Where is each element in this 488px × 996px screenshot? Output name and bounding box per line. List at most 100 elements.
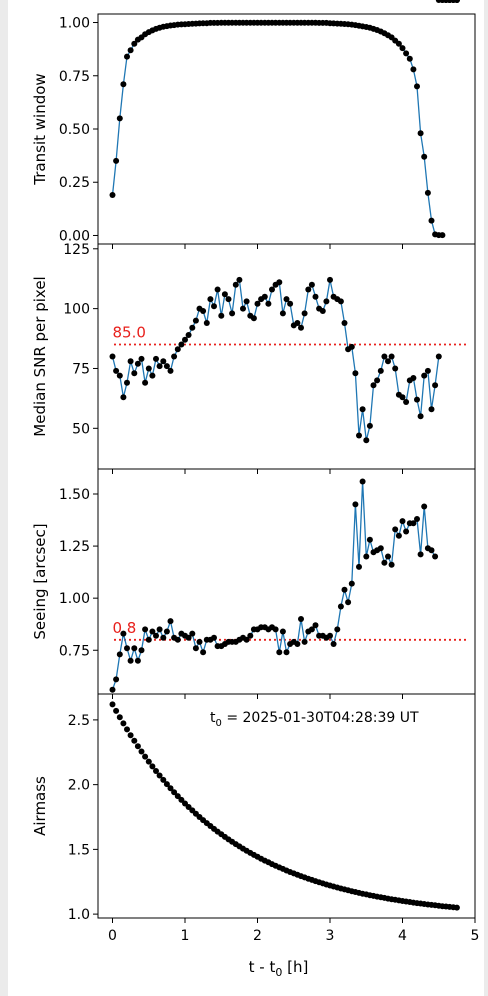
data-point: [330, 641, 337, 647]
data-point: [109, 192, 116, 198]
data-point: [366, 536, 373, 543]
data-point: [189, 630, 196, 637]
y-tick-label: 125: [63, 242, 90, 258]
data-point: [341, 586, 348, 593]
data-point: [403, 50, 410, 57]
data-point: [142, 626, 149, 633]
data-point: [279, 628, 286, 635]
data-point: [414, 396, 420, 403]
y-tick-label: 2.5: [68, 713, 90, 729]
y-axis-label: Median SNR per pixel: [31, 276, 49, 436]
data-point: [432, 382, 439, 389]
data-point: [145, 365, 152, 372]
data-point: [243, 298, 250, 305]
data-point: [356, 432, 362, 439]
data-point: [131, 645, 138, 652]
y-tick-label: 100: [63, 302, 90, 318]
data-point: [352, 370, 359, 377]
data-point: [348, 580, 355, 587]
data-point: [417, 551, 424, 558]
data-point: [171, 353, 178, 360]
x-tick-label: 4: [398, 928, 407, 944]
data-point: [236, 276, 243, 283]
data-point: [134, 657, 141, 664]
data-point: [211, 634, 217, 641]
data-point: [240, 305, 246, 312]
data-point: [225, 296, 232, 303]
data-point: [417, 413, 424, 420]
data-point: [192, 317, 199, 324]
y-axis-label: Transit window: [31, 73, 49, 185]
data-point: [298, 616, 304, 622]
data-point: [153, 632, 159, 639]
y-axis-label: Seeing [arcsec]: [31, 523, 49, 639]
data-point: [272, 626, 279, 633]
y-tick-label: 1.25: [59, 539, 90, 555]
threshold-label: 0.8: [113, 619, 137, 637]
data-point: [392, 526, 399, 533]
data-point: [428, 217, 435, 224]
data-point: [174, 793, 181, 800]
y-tick-label: 0.75: [59, 69, 90, 85]
x-tick-label: 1: [181, 928, 190, 944]
x-tick-label: 5: [471, 928, 480, 944]
data-point: [435, 353, 442, 360]
data-point: [127, 47, 134, 54]
data-point: [359, 478, 366, 485]
data-point: [414, 83, 420, 90]
data-point: [185, 332, 192, 338]
x-axis-label: t - t0 [h]: [249, 958, 309, 979]
data-point: [134, 743, 141, 750]
data-point: [269, 286, 275, 293]
data-point: [279, 310, 286, 317]
data-point: [203, 320, 210, 326]
data-point: [417, 130, 424, 137]
data-point: [370, 382, 377, 389]
figure: 0.00 0.25 0.50 0.75 1.00 Transit window 50 75 10…: [8, 0, 484, 996]
data-point: [403, 399, 410, 405]
data-point: [399, 45, 406, 52]
data-point: [120, 720, 127, 727]
data-point: [410, 520, 417, 527]
data-point: [341, 320, 348, 326]
data-point: [182, 336, 188, 343]
data-point: [174, 346, 181, 353]
data-point: [261, 293, 268, 300]
data-point: [156, 772, 163, 779]
data-point: [421, 372, 428, 379]
data-point: [127, 358, 134, 365]
data-point: [178, 341, 185, 348]
data-point: [312, 293, 319, 300]
data-point: [374, 377, 381, 384]
data-point: [421, 153, 428, 160]
data-point: [171, 789, 178, 796]
data-point: [301, 638, 308, 645]
data-point: [363, 437, 370, 444]
data-point: [243, 636, 250, 643]
data-point: [388, 561, 395, 568]
y-tick-label: 1.0: [68, 907, 90, 923]
data-point: [127, 732, 134, 739]
x-tick-label: 3: [326, 928, 335, 944]
data-point: [120, 81, 127, 88]
data-point: [142, 753, 149, 760]
y-tick-label: 1.50: [59, 487, 90, 503]
series-line: [111, 22, 443, 236]
data-point: [156, 363, 163, 370]
data-point: [406, 55, 413, 62]
y-tick-label: 0.50: [59, 122, 90, 138]
data-point: [167, 785, 174, 792]
data-point: [160, 634, 167, 641]
data-point: [385, 553, 391, 560]
data-point: [113, 367, 120, 374]
data-point: [265, 300, 272, 307]
data-point: [109, 701, 116, 708]
data-point: [221, 291, 228, 298]
x-tick-label: 0: [108, 928, 117, 944]
data-point: [127, 657, 134, 664]
data-point: [116, 115, 123, 122]
data-point: [214, 286, 221, 293]
data-point: [363, 553, 370, 560]
data-point: [287, 300, 294, 307]
